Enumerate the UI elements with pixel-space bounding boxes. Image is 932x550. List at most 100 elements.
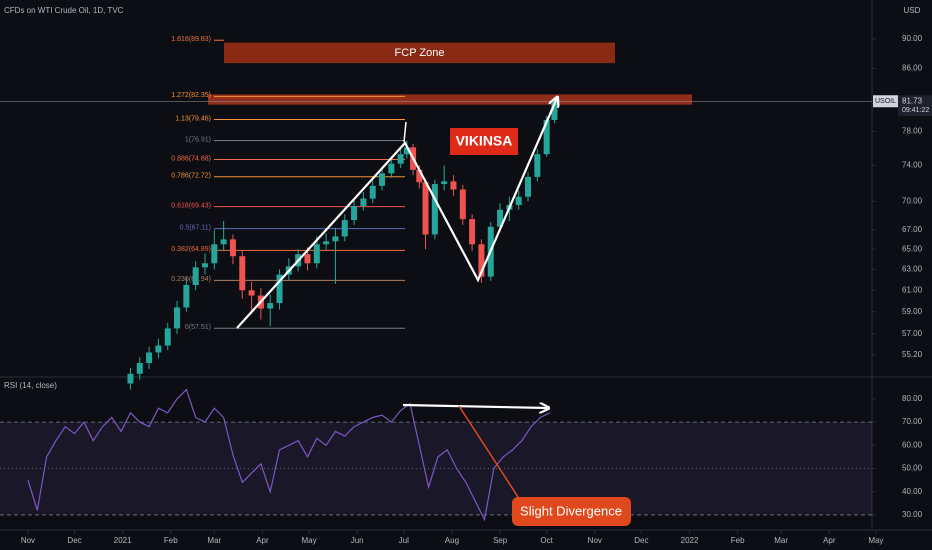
y-tick-label: 90.00 [902, 34, 923, 43]
x-tick-label: Dec [67, 536, 81, 545]
last-price: 81.73 [902, 96, 923, 105]
candle-body [551, 101, 558, 120]
fib-label: 0.618(69.43) [171, 202, 211, 209]
chart-title: CFDs on WTI Crude Oil, 1D, TVC [4, 6, 124, 15]
candle-body [431, 184, 438, 235]
y-tick-label: 70.00 [902, 196, 923, 205]
candle-body [332, 236, 339, 242]
rsi-line [27, 388, 551, 522]
x-tick-label: Feb [164, 536, 178, 545]
callout-text: Slight Divergence [520, 503, 622, 518]
callout-box [512, 497, 631, 526]
candle-body [403, 147, 410, 155]
y-tick-label: 74.00 [902, 161, 923, 170]
pattern-arrow [236, 98, 557, 329]
candle-body [276, 274, 283, 304]
fib-label: 0.382(64.89) [171, 246, 211, 253]
x-tick-label: Feb [731, 536, 745, 545]
x-tick-label: May [301, 536, 316, 545]
x-tick-label: Nov [21, 536, 35, 545]
fib-label: 1.13(79.46) [175, 115, 211, 122]
zone [224, 42, 615, 64]
candle-body [341, 220, 348, 237]
x-tick-label: Nov [588, 536, 602, 545]
y-tick-label: 80.00 [902, 394, 923, 403]
x-tick-label: Jun [351, 536, 364, 545]
y-tick-label: 55.20 [902, 350, 923, 359]
candle-body [497, 209, 504, 227]
label-box [450, 128, 518, 155]
candle-body [416, 169, 423, 183]
candle-body [369, 185, 376, 199]
candle-body [388, 163, 395, 174]
y-tick-label: 30.00 [902, 510, 923, 519]
x-tick-label: Aug [445, 536, 459, 545]
x-tick-label: 2021 [114, 536, 132, 545]
pattern-arrow [403, 121, 407, 143]
y-tick-label: 63.00 [902, 265, 923, 274]
candle-body [201, 263, 208, 268]
candle-body [313, 244, 320, 264]
zone-label: FCP Zone [395, 47, 445, 59]
candle-body [441, 181, 448, 185]
countdown: 09:41:22 [902, 107, 929, 114]
candle-body [220, 239, 227, 245]
candle-body [422, 182, 429, 235]
x-tick-label: Apr [256, 536, 269, 545]
candle-body [183, 284, 190, 308]
fib-label: 1.618(89.83) [171, 36, 211, 43]
candle-body [450, 181, 457, 190]
y-tick-label: 61.00 [902, 285, 923, 294]
candle-body [379, 173, 386, 186]
fib-label: 0(57.51) [185, 324, 211, 331]
divergence-arrow [402, 405, 548, 408]
candle-body [543, 119, 550, 155]
y-tick-label: 86.00 [902, 63, 923, 72]
candle-body [248, 290, 255, 296]
y-tick-label: 65.00 [902, 244, 923, 253]
candle-body [155, 345, 162, 353]
price-box [898, 95, 932, 117]
fib-label: 0.786(72.72) [171, 173, 211, 180]
currency: USD [904, 6, 921, 15]
candle-body [146, 352, 153, 364]
candle-body [211, 244, 218, 264]
candle-body [267, 303, 274, 309]
fib-label: 1.272(82.35) [171, 92, 211, 99]
y-tick-label: 78.00 [902, 127, 923, 136]
fib-label: 0.886(74.68) [171, 155, 211, 162]
candle-body [525, 176, 532, 197]
x-tick-label: Sep [493, 536, 508, 545]
x-tick-label: Jul [399, 536, 409, 545]
x-tick-label: 2022 [681, 536, 699, 545]
fib-label: 0.5(67.11) [180, 224, 211, 231]
symbol-label: USOIL [875, 98, 896, 105]
y-tick-label: 50.00 [902, 464, 923, 473]
symbol-box [873, 95, 898, 108]
y-tick-label: 60.00 [902, 440, 923, 449]
y-tick-label: 67.00 [902, 225, 923, 234]
candle-body [174, 307, 181, 329]
y-tick-label: 57.00 [902, 329, 923, 338]
candle-body [229, 239, 236, 257]
x-tick-label: Mar [774, 536, 788, 545]
candle-body [515, 196, 522, 206]
y-tick-label: 70.00 [902, 417, 923, 426]
candle-body [127, 373, 134, 384]
rsi-title: RSI (14, close) [4, 381, 57, 390]
candle-body [459, 189, 466, 220]
candle-body [192, 267, 199, 285]
fib-label: 1(76.91) [185, 136, 211, 143]
x-tick-label: Oct [540, 536, 553, 545]
y-tick-label: 40.00 [902, 487, 923, 496]
x-tick-label: May [868, 536, 883, 545]
candle-body [304, 254, 311, 264]
candle-body [469, 219, 476, 245]
candle-body [323, 241, 330, 245]
x-tick-label: Dec [634, 536, 648, 545]
callout-line [458, 405, 521, 501]
candle-body [534, 154, 541, 177]
